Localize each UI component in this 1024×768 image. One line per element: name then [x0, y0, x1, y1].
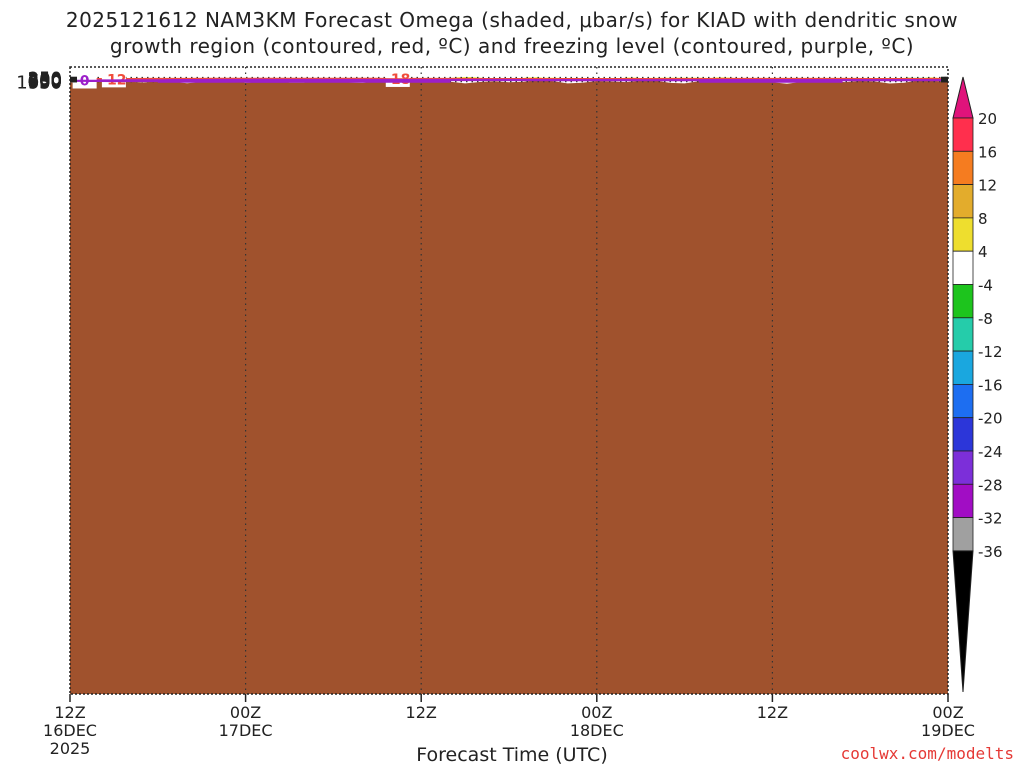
colorbar-label-13: -36	[978, 543, 1003, 561]
x-tick-label-12-1: 17DEC	[219, 721, 273, 740]
colorbar-swatch-1	[952, 150, 974, 186]
plot-frame	[69, 66, 949, 695]
colorbar-label-7: -12	[978, 343, 1003, 361]
y-tick-label-450: 450	[28, 70, 62, 91]
colorbar-top-arrow	[952, 76, 974, 119]
omega-shading-layer	[70, 77, 948, 694]
x-tick-label-0-0: 12Z	[54, 703, 85, 722]
colorbar-label-5: -4	[978, 277, 993, 295]
chart-title-line2: growth region (contoured, red, ºC) and f…	[109, 34, 915, 58]
x-tick-label-36-0: 00Z	[581, 703, 612, 722]
y-tick-label-250: 250	[28, 68, 62, 89]
colorbar-label-3: 8	[978, 210, 988, 228]
colorbar-label-1: 16	[978, 143, 997, 161]
colorbar-label-12: -32	[978, 510, 1003, 528]
x-tick-label-60-0: 00Z	[932, 703, 963, 722]
colorbar-swatch-10	[952, 450, 974, 485]
colorbar-label-0: 20	[978, 110, 997, 128]
y-tick-label-600: 600	[28, 71, 62, 92]
x-tick-label-48-0: 12Z	[757, 703, 788, 722]
credit-text: coolwx.com/modelts	[840, 744, 1014, 763]
x-tick-label-60-1: 19DEC	[921, 721, 975, 740]
y-tick-label-350: 350	[28, 69, 62, 90]
y-tick-label-500: 500	[28, 70, 62, 91]
y-tick-label-950: 950	[28, 72, 62, 93]
colorbar-swatch-5	[952, 284, 974, 319]
colorbar-swatch-0	[952, 117, 974, 152]
x-tick-label-0-2: 2025	[50, 739, 91, 758]
colorbar-swatch-3	[952, 217, 974, 252]
y-tick-label-1000: 1000	[16, 73, 62, 94]
x-tick-label-24-0: 12Z	[406, 703, 437, 722]
colorbar-label-9: -20	[978, 410, 1003, 428]
colorbar-label-10: -24	[978, 443, 1003, 461]
colorbar-label-11: -28	[978, 476, 1003, 494]
colorbar-swatch-11	[952, 483, 974, 518]
y-tick-label-650: 650	[28, 71, 62, 92]
colorbar-label-4: 4	[978, 243, 988, 261]
colorbar-swatch-4	[952, 250, 974, 285]
y-tick-label-300: 300	[28, 69, 62, 90]
x-tick-label-36-1: 18DEC	[570, 721, 624, 740]
y-tick-label-900: 900	[28, 72, 62, 93]
y-tick-label-850: 850	[28, 72, 62, 93]
chart-title-line1: 2025121612 NAM3KM Forecast Omega (shaded…	[65, 8, 959, 32]
colorbar-swatch-7	[952, 350, 974, 385]
colorbar-swatch-12	[952, 517, 974, 552]
colorbar-swatch-2	[952, 184, 974, 219]
colorbar-swatch-9	[952, 417, 974, 452]
colorbar-label-6: -8	[978, 310, 993, 328]
colorbar-bottom-arrow	[952, 550, 974, 693]
terrain-surface	[70, 79, 948, 694]
colorbar: 20 16 12 8 4 -4 -8 -12 -16 -20 -24 -28 -32 -36	[952, 76, 1003, 693]
y-tick-label-800: 800	[28, 72, 62, 93]
x-axis-label: Forecast Time (UTC)	[416, 744, 608, 766]
colorbar-swatch-8	[952, 383, 974, 419]
x-tick-label-12-0: 00Z	[230, 703, 261, 722]
colorbar-label-2: 12	[978, 177, 997, 195]
y-axis: 2503003504004505005506006507007508008509…	[16, 68, 948, 94]
y-tick-label-550: 550	[28, 70, 62, 91]
y-tick-label-750: 750	[28, 71, 62, 92]
y-tick-label-400: 400	[28, 69, 62, 90]
x-tick-label-0-1: 16DEC	[43, 721, 97, 740]
contour-layer: -18-120	[70, 70, 948, 89]
y-tick-label-700: 700	[28, 71, 62, 92]
colorbar-label-8: -16	[978, 376, 1003, 394]
colorbar-swatch-6	[952, 317, 974, 352]
